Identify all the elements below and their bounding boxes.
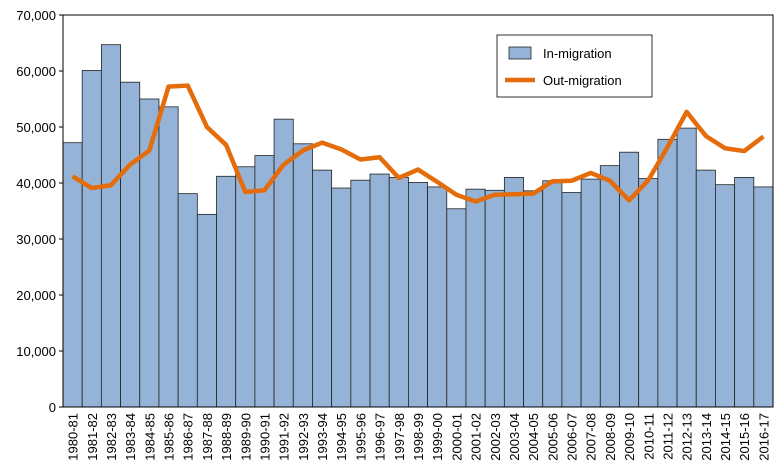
x-tick-label: 2009-10	[622, 413, 637, 461]
bar	[523, 190, 544, 408]
x-tick-label: 1984-85	[142, 413, 157, 461]
legend-label: In-migration	[543, 46, 612, 61]
bar	[542, 180, 563, 408]
bar	[676, 127, 697, 408]
bar	[695, 169, 716, 408]
bar	[446, 208, 467, 408]
bar	[369, 173, 390, 408]
bar	[254, 155, 275, 408]
bar	[503, 176, 524, 408]
x-tick-label: 1996-97	[373, 413, 388, 461]
y-tick-label: 50,000	[16, 120, 56, 135]
x-tick-label: 1988-89	[219, 413, 234, 461]
bar	[388, 176, 409, 408]
x-tick-label: 2002-03	[488, 413, 503, 461]
bar	[427, 186, 448, 408]
x-tick-label: 2012-13	[680, 413, 695, 461]
bar	[177, 193, 198, 408]
bar	[216, 175, 237, 408]
bar	[657, 138, 678, 408]
bar	[561, 192, 582, 408]
legend-box	[496, 34, 653, 98]
x-tick-label: 2015-16	[737, 413, 752, 461]
bar	[408, 182, 428, 408]
x-tick-label: 1986-87	[181, 413, 196, 461]
bar	[465, 188, 486, 408]
legend-swatch	[508, 46, 532, 60]
y-tick-label: 20,000	[16, 288, 56, 303]
x-tick-label: 1982-83	[104, 413, 119, 461]
bar	[638, 178, 659, 408]
x-tick-label: 2000-01	[449, 413, 464, 461]
x-tick-label: 1991-92	[277, 413, 292, 461]
x-tick-label: 1989-90	[238, 413, 253, 461]
y-tick-label: 30,000	[16, 232, 56, 247]
x-tick-label: 1980-81	[66, 413, 81, 461]
bar	[120, 81, 141, 408]
y-tick-label: 60,000	[16, 64, 56, 79]
x-tick-label: 1990-91	[257, 413, 272, 461]
bar	[753, 186, 774, 408]
x-tick-label: 1997-98	[392, 413, 407, 461]
bar	[715, 184, 736, 408]
x-tick-label: 1985-86	[162, 413, 177, 461]
legend-label: Out-migration	[543, 73, 622, 88]
bar	[235, 166, 256, 408]
x-tick-label: 1994-95	[334, 413, 349, 461]
x-tick-label: 2003-04	[507, 413, 522, 461]
x-tick-label: 1995-96	[353, 413, 368, 461]
x-tick-label: 1999-00	[430, 413, 445, 461]
x-tick-label: 2014-15	[718, 413, 733, 461]
bar	[312, 169, 333, 408]
bar	[350, 179, 371, 408]
plot-frame	[62, 14, 774, 408]
bar	[81, 70, 102, 408]
x-tick-label: 2013-14	[699, 413, 714, 461]
x-tick-label: 2007-08	[584, 413, 599, 461]
y-tick-label: 70,000	[16, 8, 56, 23]
x-tick-label: 1981-82	[85, 413, 100, 461]
y-tick-label: 0	[49, 400, 56, 415]
x-tick-label: 2006-07	[565, 413, 580, 461]
x-tick-label: 2001-02	[469, 413, 484, 461]
bar	[331, 187, 352, 408]
x-tick-label: 1993-94	[315, 413, 330, 461]
x-tick-label: 2016-17	[756, 413, 771, 461]
x-tick-label: 2005-06	[545, 413, 560, 461]
x-tick-label: 1992-93	[296, 413, 311, 461]
bar	[484, 189, 505, 408]
bar	[158, 106, 179, 408]
x-tick-label: 2011-12	[660, 413, 675, 460]
line	[71, 83, 765, 204]
x-tick-label: 1987-88	[200, 413, 215, 461]
bar	[734, 176, 755, 408]
bar	[580, 178, 601, 408]
bar	[599, 165, 620, 408]
x-tick-label: 2010-11	[641, 413, 656, 460]
x-tick-label: 1998-99	[411, 413, 426, 461]
bar	[100, 44, 121, 408]
bar	[292, 143, 313, 408]
x-tick-label: 2008-09	[603, 413, 618, 461]
x-tick-label: 2004-05	[526, 413, 541, 461]
y-tick-label: 40,000	[16, 176, 56, 191]
x-tick-label: 1983-84	[123, 413, 138, 461]
y-tick-label: 10,000	[16, 344, 56, 359]
bar	[196, 213, 217, 408]
